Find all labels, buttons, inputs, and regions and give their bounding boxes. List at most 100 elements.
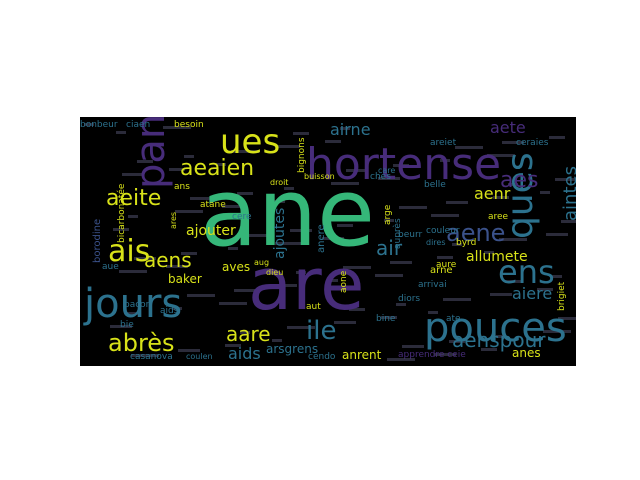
- background-texture-mark: [443, 298, 471, 301]
- background-texture-mark: [243, 234, 271, 237]
- cloud-word: diors: [398, 294, 420, 304]
- background-texture-mark: [166, 265, 188, 268]
- cloud-word: aure: [436, 260, 457, 270]
- background-texture-mark: [216, 163, 226, 166]
- cloud-word: belle: [424, 180, 446, 190]
- cloud-word: bie: [120, 320, 134, 330]
- background-texture-mark: [225, 344, 241, 347]
- cloud-word: cere: [232, 212, 252, 222]
- background-texture-mark: [487, 154, 515, 157]
- background-texture-mark: [125, 312, 141, 315]
- cloud-word: coulen: [186, 352, 213, 361]
- background-texture-mark: [537, 288, 553, 291]
- background-texture-mark: [290, 229, 312, 232]
- background-texture-mark: [549, 136, 565, 139]
- cloud-word: are: [248, 242, 364, 326]
- cloud-word: aue: [102, 262, 119, 272]
- background-texture-mark: [502, 141, 524, 144]
- cloud-word: cendo: [308, 352, 336, 362]
- cloud-word: dires: [426, 238, 446, 247]
- cloud-word: anes: [512, 346, 541, 360]
- cloud-word: aens: [144, 248, 192, 272]
- background-texture-mark: [275, 242, 303, 245]
- background-texture-mark: [455, 146, 483, 149]
- background-texture-mark: [178, 349, 200, 352]
- background-texture-mark: [340, 127, 350, 130]
- background-texture-mark: [446, 201, 468, 204]
- cloud-word: allumete: [466, 249, 528, 265]
- background-texture-mark: [452, 243, 462, 246]
- cloud-word: pan: [128, 117, 174, 189]
- background-texture-mark: [293, 132, 309, 135]
- cloud-word: ciaen: [126, 120, 150, 130]
- cloud-word: auprès: [392, 218, 403, 249]
- background-texture-mark: [296, 271, 306, 274]
- background-texture-mark: [278, 145, 300, 148]
- background-texture-mark: [331, 182, 359, 185]
- cloud-word: bonbeur: [80, 120, 118, 130]
- cloud-word: aes: [500, 168, 538, 193]
- background-texture-mark: [434, 353, 456, 356]
- cloud-word: ares: [169, 212, 178, 229]
- cloud-word: aids: [160, 306, 179, 316]
- cloud-word: aone: [339, 270, 349, 293]
- cloud-word: care: [378, 166, 395, 175]
- background-texture-mark: [269, 200, 285, 203]
- cloud-word: ais: [108, 234, 150, 269]
- background-texture-mark: [128, 215, 138, 218]
- cloud-word: anrent: [342, 348, 382, 362]
- cloud-word: ens: [498, 253, 555, 291]
- cloud-word: aene: [446, 219, 505, 247]
- background-texture-mark: [219, 302, 247, 305]
- cloud-word: ane: [200, 159, 375, 268]
- cloud-word: ceraies: [516, 138, 549, 148]
- background-texture-mark: [184, 155, 194, 158]
- cloud-word: atane: [200, 200, 226, 210]
- background-texture-mark: [334, 321, 356, 324]
- cloud-word: anere: [316, 224, 327, 253]
- background-texture-mark: [431, 214, 459, 217]
- cloud-word: abrès: [108, 329, 175, 357]
- background-texture-mark: [119, 270, 147, 273]
- background-texture-mark: [346, 169, 368, 172]
- background-texture-mark: [505, 280, 521, 283]
- cloud-word: bine: [376, 314, 396, 324]
- cloud-word: arne: [430, 265, 453, 276]
- background-texture-mark: [399, 206, 427, 209]
- background-texture-mark: [555, 178, 576, 181]
- background-texture-mark: [131, 354, 159, 357]
- background-texture-mark: [175, 210, 203, 213]
- cloud-word: ues: [220, 122, 280, 162]
- cloud-word: baker: [168, 272, 202, 286]
- cloud-word: aut: [306, 302, 321, 312]
- background-texture-mark: [552, 275, 562, 278]
- cloud-word: droit: [270, 178, 288, 187]
- background-texture-mark: [484, 251, 494, 254]
- cloud-word: areiet: [430, 138, 457, 148]
- cloud-word: ans: [174, 182, 190, 192]
- cloud-word: casanova: [130, 352, 173, 362]
- background-texture-mark: [493, 196, 509, 199]
- background-texture-mark: [440, 159, 450, 162]
- cloud-word: arge: [383, 204, 393, 225]
- background-texture-mark: [499, 238, 527, 241]
- background-texture-mark: [284, 187, 294, 190]
- background-texture-mark: [137, 160, 153, 163]
- background-texture-mark: [240, 331, 250, 334]
- cloud-word: aenspour: [452, 328, 546, 352]
- background-texture-mark: [390, 261, 412, 264]
- background-texture-mark: [113, 228, 129, 231]
- cloud-word: aree: [488, 212, 509, 222]
- cloud-word: bignons: [297, 137, 307, 173]
- background-texture-mark: [449, 340, 465, 343]
- background-texture-mark: [234, 289, 256, 292]
- background-texture-mark: [393, 164, 409, 167]
- cloud-word: bicarbonatée: [116, 183, 127, 243]
- background-texture-mark: [508, 183, 518, 186]
- background-texture-mark: [222, 205, 244, 208]
- cloud-word: aeaien: [180, 156, 254, 181]
- cloud-word: aves: [222, 260, 250, 274]
- background-texture-mark: [337, 224, 353, 227]
- background-texture-mark: [287, 326, 315, 329]
